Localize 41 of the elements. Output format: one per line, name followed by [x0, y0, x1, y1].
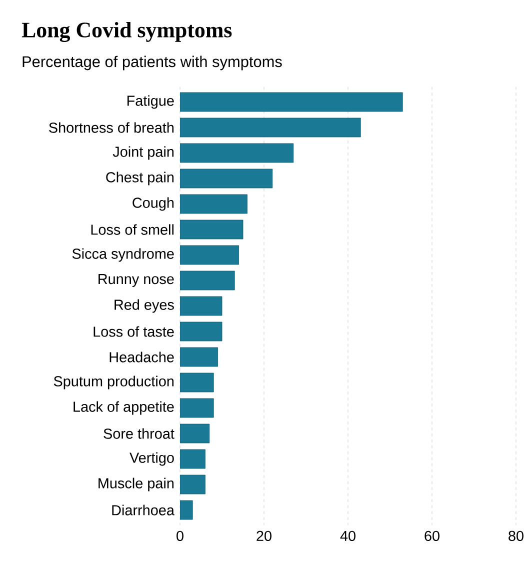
bar — [180, 474, 206, 494]
bar — [180, 322, 222, 342]
y-tick-label: Diarrhoea — [112, 504, 174, 516]
bar — [180, 220, 244, 240]
y-tick-label: Shortness of breath — [49, 122, 174, 133]
bar — [180, 118, 361, 138]
y-tick-label: Cough — [132, 197, 174, 211]
y-tick-label: Sore throat — [104, 428, 174, 439]
x-tick-label: 20 — [256, 530, 272, 542]
y-tick-label: Loss of taste — [94, 326, 174, 337]
chart-title: Long Covid symptoms — [22, 22, 232, 42]
x-tick-label: 60 — [424, 530, 440, 542]
y-tick-label: Chest pain — [106, 172, 174, 186]
bar — [180, 398, 214, 418]
bar — [180, 245, 239, 265]
bar — [180, 168, 273, 188]
y-tick-label: Joint pain — [112, 146, 174, 160]
y-tick-label: Sicca syndrome — [72, 248, 174, 262]
bar — [180, 296, 222, 316]
x-tick-label: 80 — [508, 530, 524, 542]
bar — [180, 449, 206, 469]
y-tick-label: Headache — [110, 352, 174, 362]
bar — [180, 194, 248, 214]
bar — [180, 424, 210, 444]
bar — [180, 372, 214, 392]
y-tick-label: Runny nose — [98, 274, 174, 287]
y-tick-label: Sputum production — [54, 376, 174, 390]
x-tick-label: 0 — [176, 530, 184, 542]
chart-subtitle: Percentage of patients with symptoms — [22, 56, 282, 70]
y-tick-label: Vertigo — [130, 452, 174, 466]
bar — [180, 500, 193, 520]
y-tick-label: Fatigue — [127, 95, 174, 109]
bar — [180, 143, 294, 163]
x-tick-label: 40 — [340, 530, 356, 542]
bar — [180, 347, 218, 367]
y-tick-label: Loss of smell — [91, 224, 174, 235]
y-tick-label: Red eyes — [114, 299, 174, 313]
y-tick-label: Lack of appetite — [74, 401, 174, 415]
bar — [180, 270, 235, 290]
y-tick-label: Muscle pain — [98, 478, 174, 492]
bar — [180, 92, 403, 112]
